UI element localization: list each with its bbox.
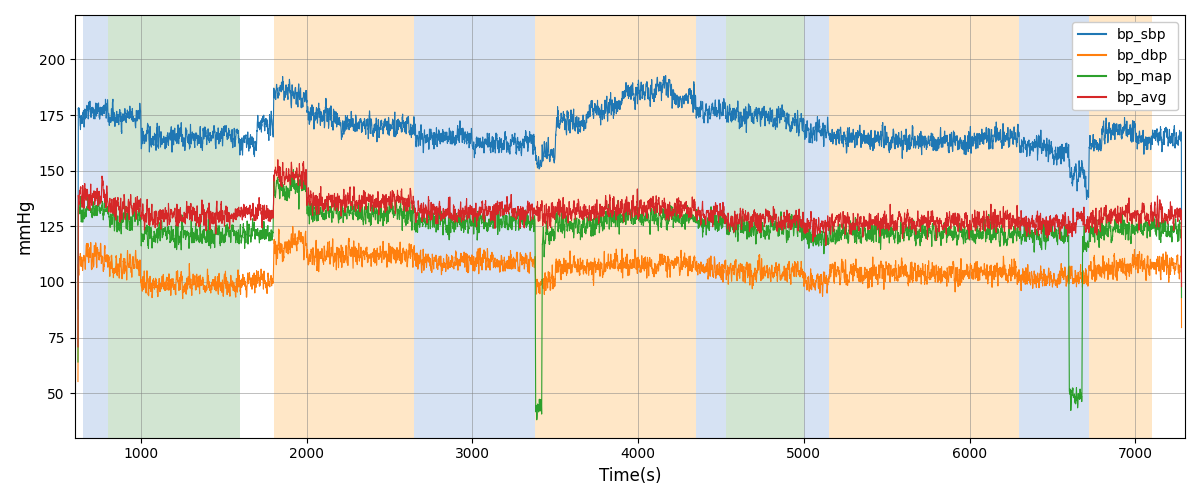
bp_dbp	[286, 224, 300, 230]
Bar	[83, 15, 108, 438]
bp_avg	[193, 220, 208, 226]
bp_dbp	[955, 275, 970, 281]
bp_sbp	[659, 72, 673, 78]
bp_map	[403, 214, 418, 220]
bp_avg	[575, 208, 589, 214]
bp_map	[1175, 294, 1189, 300]
Line: bp_avg: bp_avg	[78, 160, 1182, 347]
bp_dbp	[1009, 272, 1024, 278]
bp_dbp	[403, 248, 418, 254]
Line: bp_sbp: bp_sbp	[78, 76, 1182, 309]
bp_avg	[71, 344, 85, 350]
bp_avg	[1009, 223, 1024, 229]
bp_map	[1009, 234, 1024, 240]
bp_avg	[1175, 284, 1189, 290]
Bar	[696, 15, 726, 438]
bp_map	[611, 207, 625, 213]
bp_sbp	[71, 306, 85, 312]
bp_dbp	[611, 256, 625, 262]
Bar	[804, 15, 829, 438]
Bar	[1019, 15, 1088, 438]
Bar	[1088, 15, 1152, 438]
Y-axis label: mmHg: mmHg	[16, 198, 34, 254]
bp_sbp	[610, 104, 624, 110]
bp_avg	[611, 210, 625, 216]
Line: bp_map: bp_map	[78, 170, 1182, 420]
bp_sbp	[193, 126, 208, 132]
bp_dbp	[193, 282, 208, 288]
Bar	[274, 15, 414, 438]
Line: bp_dbp: bp_dbp	[78, 226, 1182, 382]
bp_sbp	[403, 121, 418, 127]
bp_sbp	[1175, 222, 1189, 228]
bp_sbp	[1009, 141, 1024, 147]
bp_avg	[955, 222, 970, 228]
bp_map	[529, 417, 544, 423]
bp_sbp	[955, 140, 970, 146]
bp_dbp	[71, 378, 85, 384]
bp_avg	[403, 191, 418, 197]
bp_sbp	[575, 118, 589, 124]
bp_map	[71, 359, 85, 365]
bp_map	[287, 166, 301, 172]
bp_map	[955, 234, 970, 240]
Bar	[829, 15, 1019, 438]
bp_map	[575, 222, 589, 228]
Legend: bp_sbp, bp_dbp, bp_map, bp_avg: bp_sbp, bp_dbp, bp_map, bp_avg	[1073, 22, 1178, 110]
Bar	[535, 15, 696, 438]
bp_map	[193, 228, 208, 234]
Bar	[414, 15, 535, 438]
X-axis label: Time(s): Time(s)	[599, 467, 661, 485]
bp_avg	[271, 156, 286, 162]
bp_dbp	[575, 262, 589, 268]
Bar	[108, 15, 240, 438]
Bar	[726, 15, 804, 438]
bp_dbp	[1175, 324, 1189, 330]
